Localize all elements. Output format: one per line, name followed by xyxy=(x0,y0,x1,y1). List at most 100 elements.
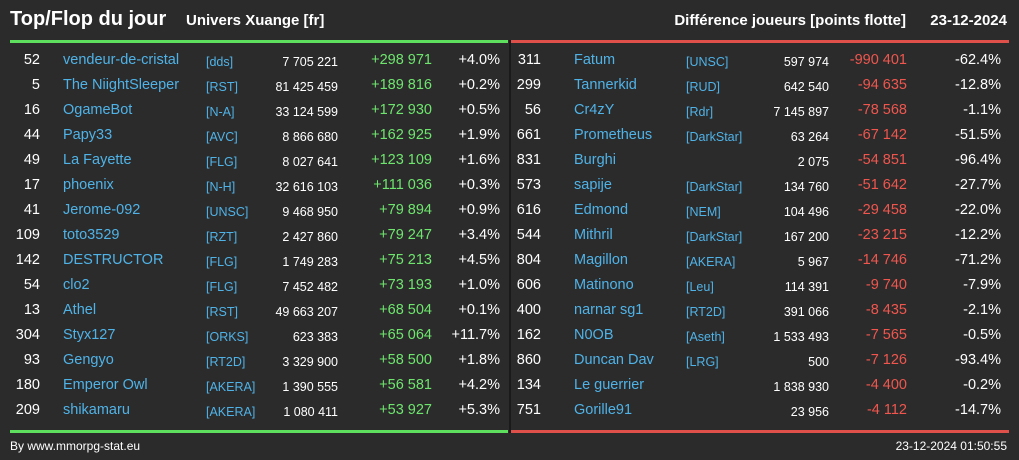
percent-change: +4.0% xyxy=(458,52,500,68)
alliance-tag-link[interactable]: [AVC] xyxy=(206,130,238,144)
player-rank: 134 xyxy=(516,377,541,393)
alliance-tag-link[interactable]: [FLG] xyxy=(206,280,238,294)
percent-change: +4.2% xyxy=(458,377,500,393)
alliance-tag-link[interactable]: [Leu] xyxy=(686,280,714,294)
top-players-panel: 52 vendeur-de-cristal [dds] 7 705 221 +298 9… xyxy=(10,40,508,433)
alliance-tag-link[interactable]: [AKERA] xyxy=(686,255,736,269)
percent-change: +11.7% xyxy=(451,327,500,343)
player-rank: 751 xyxy=(516,402,541,418)
alliance-tag-link[interactable]: [FLG] xyxy=(206,255,238,269)
alliance-tag-link[interactable]: [RZT] xyxy=(206,230,238,244)
player-name-link[interactable]: sapije xyxy=(574,177,612,193)
alliance-tag-link[interactable]: [RST] xyxy=(206,80,238,94)
player-name-link[interactable]: Matinono xyxy=(574,277,634,293)
points-difference: +111 036 xyxy=(373,177,432,193)
percent-change: -71.2% xyxy=(955,252,1001,268)
alliance-tag-link[interactable]: [dds] xyxy=(206,55,234,69)
alliance-tag-link[interactable]: [DarkStar] xyxy=(686,230,743,244)
player-name-link[interactable]: Gengyo xyxy=(63,352,114,368)
points-difference: -54 851 xyxy=(857,152,907,168)
percent-change: +1.8% xyxy=(458,352,500,368)
percent-change: +0.2% xyxy=(458,77,500,93)
player-name-link[interactable]: DESTRUCTOR xyxy=(63,252,164,268)
flop-player-row: 299 Tannerkid [RUD] 642 540 -94 635 -12.8% xyxy=(511,73,1009,98)
player-name-link[interactable]: Papy33 xyxy=(63,127,113,143)
player-points: 7 145 897 xyxy=(773,105,829,119)
alliance-tag-link[interactable]: [DarkStar] xyxy=(686,130,743,144)
player-name-link[interactable]: shikamaru xyxy=(63,402,130,418)
alliance-tag-link[interactable]: [RUD] xyxy=(686,80,721,94)
generated-timestamp: 23-12-2024 01:50:55 xyxy=(895,439,1007,453)
player-name-link[interactable]: toto3529 xyxy=(63,227,120,243)
alliance-tag-link[interactable]: [N-H] xyxy=(206,180,236,194)
player-name-link[interactable]: Prometheus xyxy=(574,127,653,143)
player-name-link[interactable]: Jerome-092 xyxy=(63,202,141,218)
player-name-link[interactable]: Styx127 xyxy=(63,327,116,343)
player-name-link[interactable]: The NiightSleeper xyxy=(63,77,180,93)
alliance-tag-link[interactable]: [RST] xyxy=(206,305,238,319)
alliance-tag-link[interactable]: [UNSC] xyxy=(206,205,249,219)
points-difference: +79 247 xyxy=(379,227,432,243)
flop-player-row: 804 Magillon [AKERA] 5 967 -14 746 -71.2% xyxy=(511,248,1009,273)
points-difference: +58 500 xyxy=(379,352,432,368)
panel-divider xyxy=(509,40,511,433)
player-name-link[interactable]: Fatum xyxy=(574,52,616,68)
player-name-link[interactable]: Mithril xyxy=(574,227,613,243)
header: Top/Flop du jour Univers Xuange [fr] Dif… xyxy=(0,0,1019,40)
top-player-row: 13 Athel [RST] 49 663 207 +68 504 +0.1% xyxy=(10,298,508,323)
player-name-link[interactable]: La Fayette xyxy=(63,152,132,168)
player-name-link[interactable]: Emperor Owl xyxy=(63,377,148,393)
player-rank: 616 xyxy=(516,202,541,218)
player-name-link[interactable]: Tannerkid xyxy=(574,77,637,93)
alliance-tag-link[interactable]: [NEM] xyxy=(686,205,721,219)
points-difference: +79 894 xyxy=(379,202,432,218)
player-name-link[interactable]: OgameBot xyxy=(63,102,133,118)
points-difference: -9 740 xyxy=(865,277,907,293)
alliance-tag-link[interactable]: [DarkStar] xyxy=(686,180,743,194)
player-name-link[interactable]: vendeur-de-cristal xyxy=(63,52,180,68)
alliance-tag-link[interactable]: [Aseth] xyxy=(686,330,725,344)
flop-player-row: 860 Duncan Dav [LRG] 500 -7 126 -93.4% xyxy=(511,348,1009,373)
points-difference: -51 642 xyxy=(857,177,907,193)
player-points: 623 383 xyxy=(292,330,338,344)
points-difference: -67 142 xyxy=(857,127,907,143)
top-player-row: 54 clo2 [FLG] 7 452 482 +73 193 +1.0% xyxy=(10,273,508,298)
percent-change: +1.0% xyxy=(458,277,500,293)
player-points: 3 329 900 xyxy=(282,355,338,369)
player-name-link[interactable]: Athel xyxy=(63,302,97,318)
alliance-tag-link[interactable]: [Rdr] xyxy=(686,105,714,119)
player-name-link[interactable]: Gorille91 xyxy=(574,402,633,418)
top-player-row: 304 Styx127 [ORKS] 623 383 +65 064 +11.7% xyxy=(10,323,508,348)
alliance-tag-link[interactable]: [UNSC] xyxy=(686,55,729,69)
alliance-tag-link[interactable]: [AKERA] xyxy=(206,405,256,419)
alliance-tag-link[interactable]: [RT2D] xyxy=(206,355,246,369)
player-name-link[interactable]: N0OB xyxy=(574,327,614,343)
player-name-link[interactable]: Le guerrier xyxy=(574,377,645,393)
player-points: 1 838 930 xyxy=(773,380,829,394)
points-difference: +65 064 xyxy=(379,327,432,343)
player-name-link[interactable]: Burghi xyxy=(574,152,616,168)
date-label: 23-12-2024 xyxy=(930,12,1007,29)
alliance-tag-link[interactable]: [AKERA] xyxy=(206,380,256,394)
player-name-link[interactable]: Cr4zY xyxy=(574,102,615,118)
player-name-link[interactable]: Magillon xyxy=(574,252,628,268)
alliance-tag-link[interactable]: [ORKS] xyxy=(206,330,249,344)
player-points: 23 956 xyxy=(790,405,829,419)
player-name-link[interactable]: clo2 xyxy=(63,277,90,293)
points-difference: -7 565 xyxy=(865,327,907,343)
player-name-link[interactable]: Edmond xyxy=(574,202,629,218)
flop-players-panel: 311 Fatum [UNSC] 597 974 -990 401 -62.4% 299 Ta… xyxy=(511,40,1009,433)
player-rank: 17 xyxy=(23,177,40,193)
alliance-tag-link[interactable]: [FLG] xyxy=(206,155,238,169)
alliance-tag-link[interactable]: [N-A] xyxy=(206,105,235,119)
top-player-row: 44 Papy33 [AVC] 8 866 680 +162 925 +1.9% xyxy=(10,123,508,148)
player-name-link[interactable]: Duncan Dav xyxy=(574,352,654,368)
alliance-tag-link[interactable]: [LRG] xyxy=(686,355,719,369)
player-name-link[interactable]: narnar sg1 xyxy=(574,302,644,318)
percent-change: -0.2% xyxy=(963,377,1001,393)
player-name-link[interactable]: phoenix xyxy=(63,177,114,193)
percent-change: -14.7% xyxy=(955,402,1001,418)
points-difference: +172 930 xyxy=(371,102,432,118)
player-rank: 13 xyxy=(23,302,40,318)
alliance-tag-link[interactable]: [RT2D] xyxy=(686,305,726,319)
